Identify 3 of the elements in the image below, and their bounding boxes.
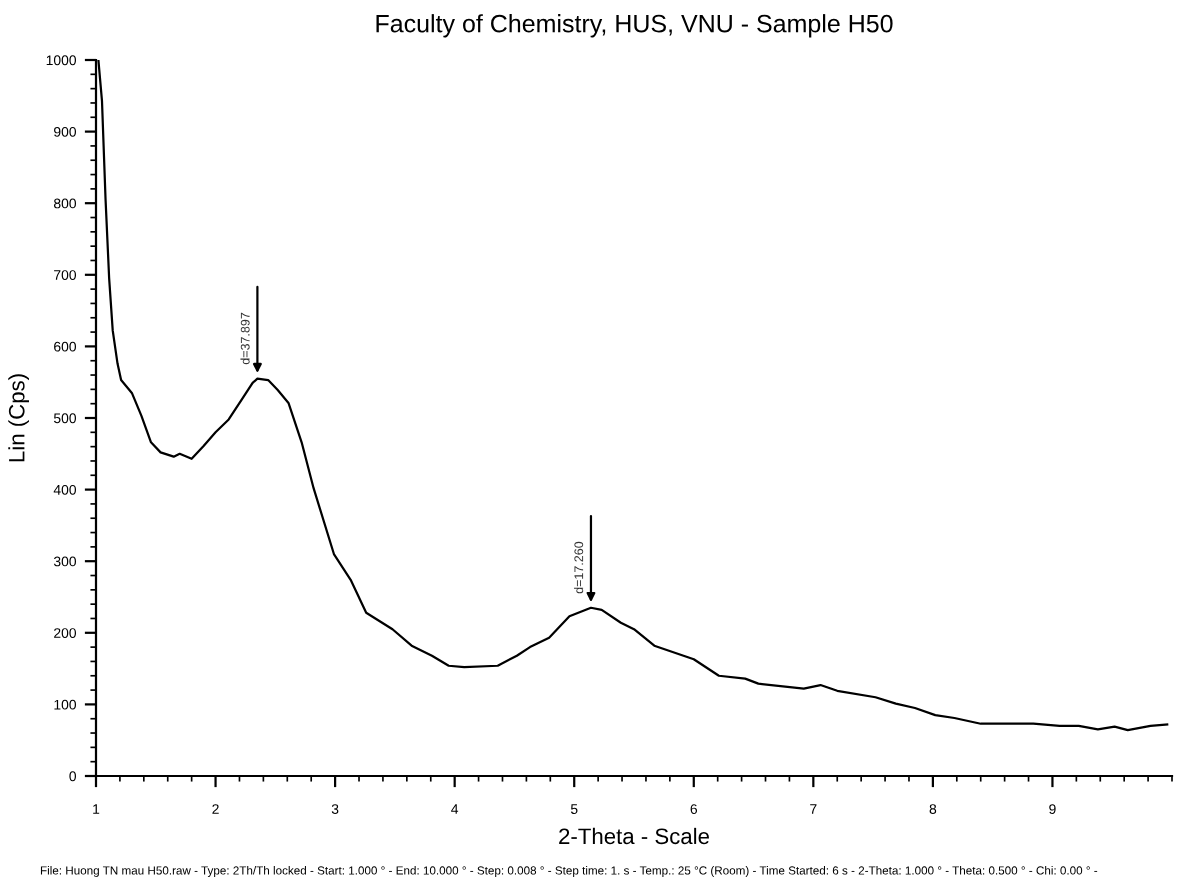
x-axis-title: 2-Theta - Scale (559, 827, 709, 845)
chart-title: Faculty of Chemistry, HUS, VNU - Sample H50 (376, 14, 893, 38)
y-axis-title: Lin (Cps) (8, 374, 29, 462)
